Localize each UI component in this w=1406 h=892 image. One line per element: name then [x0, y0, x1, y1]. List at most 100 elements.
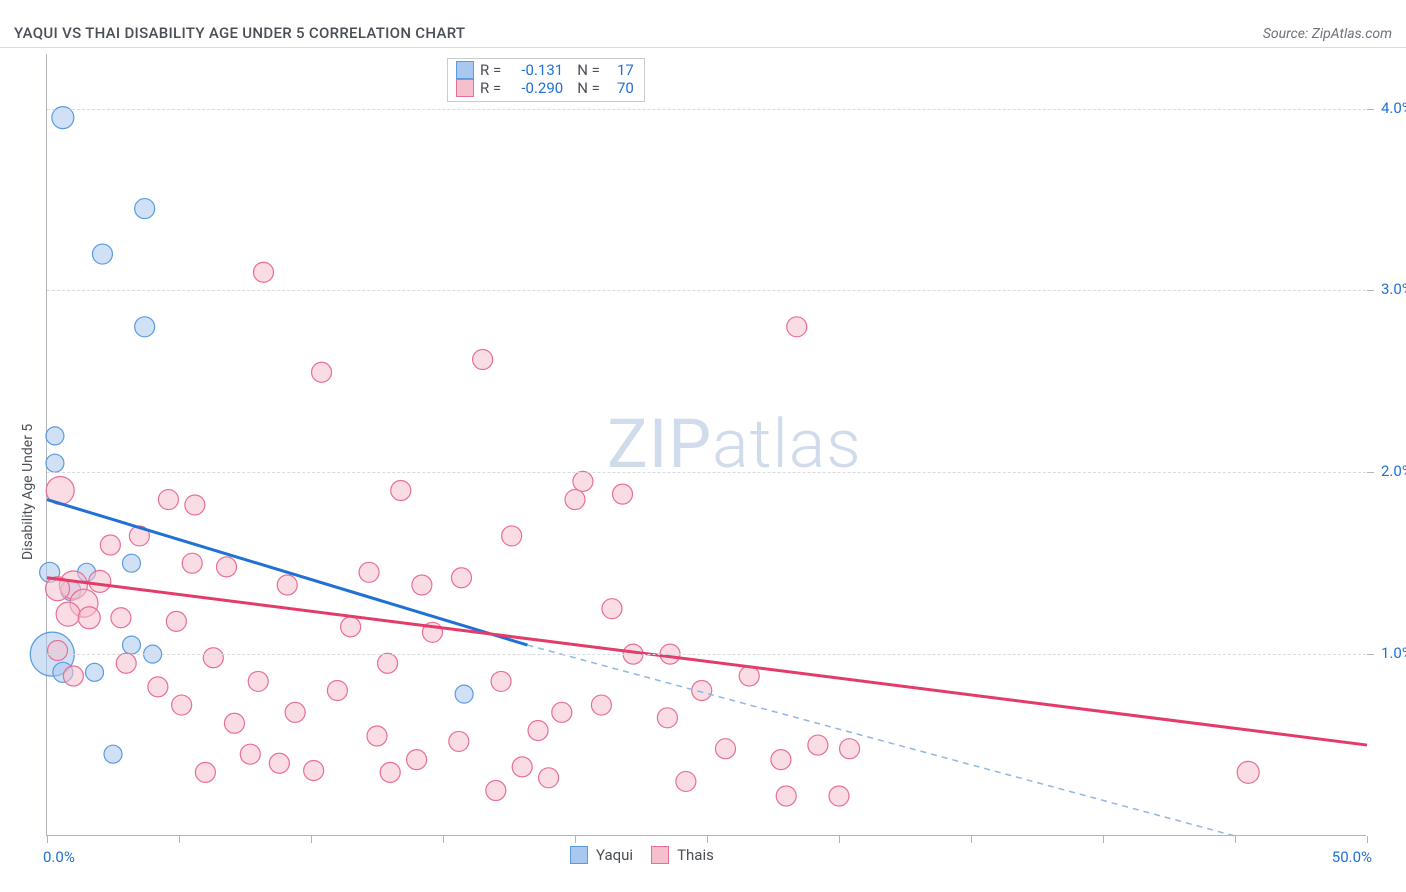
y-tick-label: 1.0% [1381, 644, 1406, 662]
chart-title: YAQUI VS THAI DISABILITY AGE UNDER 5 COR… [14, 24, 465, 42]
data-point [657, 708, 677, 728]
data-point [304, 761, 324, 781]
legend-n-label: N = [577, 79, 600, 97]
data-point [224, 713, 244, 733]
data-point [56, 602, 80, 626]
data-point [486, 781, 506, 801]
data-point [829, 786, 849, 806]
legend-r-value: -0.131 [507, 61, 563, 79]
data-point [715, 739, 735, 759]
x-tick [1103, 836, 1104, 843]
data-point [565, 490, 585, 510]
data-point [92, 244, 112, 264]
gridline [47, 290, 1366, 291]
data-point [253, 262, 273, 282]
data-point [122, 636, 140, 654]
data-point [240, 744, 260, 764]
chart-header: YAQUI VS THAI DISABILITY AGE UNDER 5 COR… [0, 0, 1406, 48]
legend-swatch [570, 846, 588, 864]
x-tick [839, 836, 840, 843]
data-point [100, 535, 120, 555]
data-point [312, 362, 332, 382]
gridline [47, 109, 1366, 110]
x-tick [311, 836, 312, 843]
data-point [166, 611, 186, 631]
y-axis-label: Disability Age Under 5 [20, 424, 36, 560]
data-point [451, 568, 471, 588]
x-tick-label: 50.0% [1332, 848, 1372, 866]
data-point [148, 677, 168, 697]
legend-item: Thais [651, 846, 714, 864]
data-point [449, 731, 469, 751]
legend-r-label: R = [480, 79, 501, 97]
data-point [771, 750, 791, 770]
data-point [277, 575, 297, 595]
correlation-legend: R =-0.131N =17R =-0.290N =70 [447, 58, 645, 102]
x-tick [575, 836, 576, 843]
data-point [104, 745, 122, 763]
data-point [491, 671, 511, 691]
data-point [676, 771, 696, 791]
data-point [48, 641, 68, 661]
data-point [203, 648, 223, 668]
data-point [613, 484, 633, 504]
data-point [378, 653, 398, 673]
legend-row: R =-0.131N =17 [456, 61, 634, 79]
legend-row: R =-0.290N =70 [456, 79, 634, 97]
plot-area: ZIPatlas R =-0.131N =17R =-0.290N =70 1.… [46, 54, 1366, 836]
data-point [135, 199, 155, 219]
data-point [285, 702, 305, 722]
data-point [327, 681, 347, 701]
data-point [172, 695, 192, 715]
data-point [158, 490, 178, 510]
data-point [602, 599, 622, 619]
y-tick [1367, 654, 1374, 655]
legend-n-value: 70 [606, 79, 634, 97]
gridline [47, 472, 1366, 473]
series-legend: Yaqui Thais [570, 846, 714, 864]
legend-item: Yaqui [570, 846, 633, 864]
data-point [412, 575, 432, 595]
data-point [787, 317, 807, 337]
data-point [86, 663, 104, 681]
data-point [89, 570, 111, 592]
data-point [552, 702, 572, 722]
data-point [512, 757, 532, 777]
legend-n-label: N = [577, 61, 600, 79]
data-point [808, 735, 828, 755]
data-point [63, 666, 83, 686]
data-point [111, 608, 131, 628]
y-tick [1367, 472, 1374, 473]
data-point [182, 553, 202, 573]
data-point [367, 726, 387, 746]
data-point [573, 471, 593, 491]
data-point [591, 695, 611, 715]
x-tick [707, 836, 708, 843]
data-point [502, 526, 522, 546]
data-point [341, 617, 361, 637]
data-point [776, 786, 796, 806]
y-tick [1367, 109, 1374, 110]
data-point [46, 454, 64, 472]
data-point [391, 480, 411, 500]
data-point [78, 607, 100, 629]
x-tick [1235, 836, 1236, 843]
chart-source: Source: ZipAtlas.com [1263, 26, 1392, 42]
data-point [46, 427, 64, 445]
data-point [840, 739, 860, 759]
data-point [116, 653, 136, 673]
legend-label: Yaqui [596, 846, 633, 864]
x-tick-label: 0.0% [43, 848, 75, 866]
data-point [692, 681, 712, 701]
x-tick [1367, 836, 1368, 843]
legend-label: Thais [677, 846, 714, 864]
data-point [135, 317, 155, 337]
legend-swatch [456, 61, 474, 79]
legend-swatch [651, 846, 669, 864]
y-tick-label: 3.0% [1381, 280, 1406, 298]
legend-r-label: R = [480, 61, 501, 79]
gridline [47, 654, 1366, 655]
data-point [359, 562, 379, 582]
legend-swatch [456, 79, 474, 97]
data-point [195, 762, 215, 782]
